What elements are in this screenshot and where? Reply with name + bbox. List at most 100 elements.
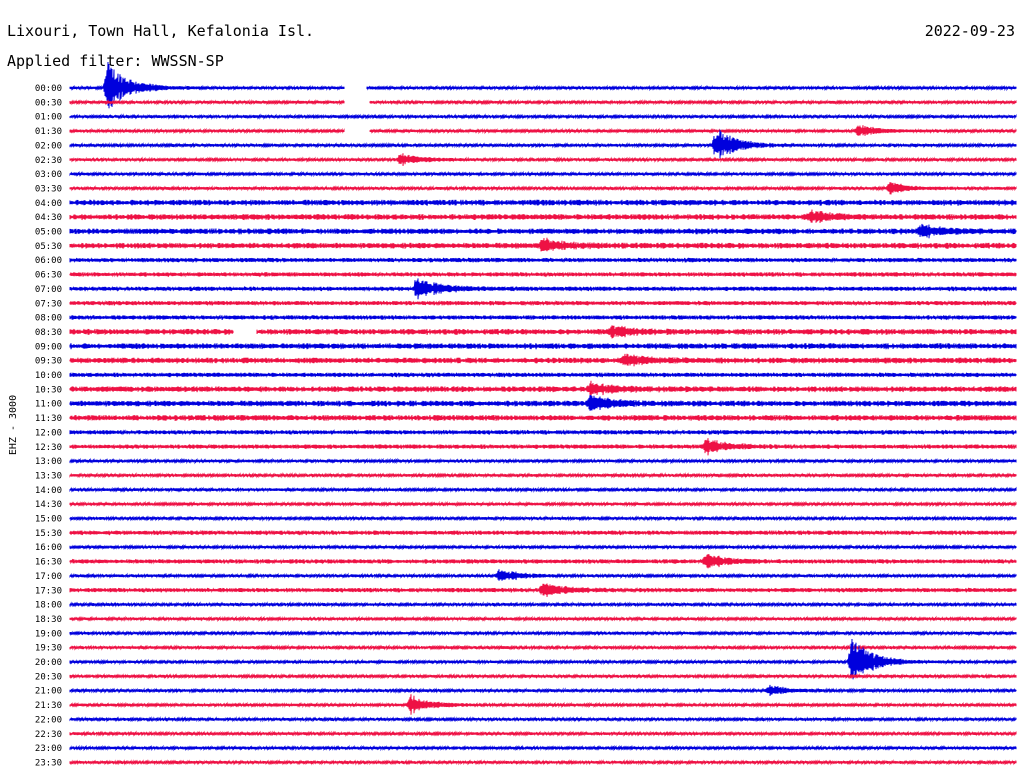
trace-row — [69, 153, 1017, 166]
trace-row — [69, 615, 1017, 623]
channel-axis-label: EHZ - 3000 — [8, 395, 19, 455]
trace-row — [69, 472, 1017, 479]
row-time-label: 08:00 — [35, 314, 62, 324]
trace-row — [69, 129, 1017, 160]
row-time-label: 18:30 — [35, 615, 62, 625]
trace-row — [69, 98, 1017, 106]
row-time-label: 05:00 — [35, 228, 62, 238]
row-time-label: 13:00 — [35, 457, 62, 467]
trace-row — [69, 638, 1017, 680]
row-time-label: 03:30 — [35, 184, 62, 194]
trace-row — [69, 744, 1017, 752]
row-time-label: 02:00 — [35, 141, 62, 151]
row-time-label: 04:00 — [35, 199, 62, 209]
trace-row — [69, 199, 1017, 206]
row-time-label: 12:30 — [35, 443, 62, 453]
row-time-label: 13:30 — [35, 471, 62, 481]
trace-row — [69, 716, 1017, 723]
row-time-label: 16:00 — [35, 543, 62, 553]
trace-row — [69, 629, 1017, 637]
row-time-label: 19:00 — [35, 629, 62, 639]
row-time-label: 14:00 — [35, 486, 62, 496]
row-time-label: 21:30 — [35, 701, 62, 711]
row-time-label: 02:30 — [35, 156, 62, 166]
trace-row — [69, 170, 1017, 178]
trace-row — [69, 325, 1017, 339]
row-time-label: 01:30 — [35, 127, 62, 137]
row-time-label: 09:30 — [35, 357, 62, 367]
trace-row — [69, 684, 1017, 696]
row-time-label: 06:00 — [35, 256, 62, 266]
trace-row — [69, 759, 1017, 766]
trace-row — [69, 429, 1017, 436]
row-time-label: 16:30 — [35, 558, 62, 568]
trace-row — [69, 353, 1017, 367]
trace-row — [69, 380, 1017, 397]
row-time-label: 20:30 — [35, 672, 62, 682]
trace-row — [69, 457, 1017, 465]
row-time-label: 05:30 — [35, 242, 62, 252]
trace-row — [69, 554, 1017, 569]
trace-row — [69, 61, 1017, 109]
row-time-labels: 00:00 00:30 01:00 01:30 02:00 02:30 03:00 03:30… — [35, 84, 62, 768]
trace-row — [69, 278, 1017, 300]
trace-row — [69, 314, 1017, 321]
trace-row — [69, 543, 1017, 551]
trace-row — [69, 601, 1017, 608]
row-time-label: 21:00 — [35, 687, 62, 697]
row-time-label: 00:00 — [35, 84, 62, 94]
trace-row — [69, 644, 1017, 651]
trace-row — [69, 438, 1017, 456]
row-time-label: 12:00 — [35, 428, 62, 438]
trace-row — [69, 300, 1017, 307]
row-time-label: 07:00 — [35, 285, 62, 295]
seismic-traces — [69, 61, 1017, 766]
row-time-label: 15:00 — [35, 515, 62, 525]
row-time-label: 17:30 — [35, 586, 62, 596]
trace-row — [69, 125, 1017, 136]
trace-row — [69, 583, 1017, 597]
row-time-label: 22:30 — [35, 730, 62, 740]
trace-row — [69, 569, 1017, 581]
trace-row — [69, 237, 1017, 252]
row-time-label: 20:00 — [35, 658, 62, 668]
row-time-label: 19:30 — [35, 644, 62, 654]
station-title: Lixouri, Town Hall, Kefalonia Isl. — [7, 22, 314, 40]
row-time-label: 23:00 — [35, 744, 62, 754]
trace-row — [69, 672, 1017, 680]
trace-row — [69, 395, 1017, 411]
trace-row — [69, 529, 1017, 536]
row-time-label: 10:30 — [35, 385, 62, 395]
row-time-label: 04:30 — [35, 213, 62, 223]
row-time-label: 10:00 — [35, 371, 62, 381]
row-time-label: 06:30 — [35, 271, 62, 281]
trace-row — [69, 182, 1017, 195]
trace-row — [69, 515, 1017, 522]
row-time-label: 18:00 — [35, 601, 62, 611]
trace-row — [69, 371, 1017, 378]
row-time-label: 23:30 — [35, 758, 62, 768]
trace-row — [69, 500, 1017, 508]
record-date: 2022-09-23 — [925, 22, 1015, 40]
filter-label: Applied filter: WWSSN-SP — [7, 52, 224, 70]
row-time-label: 14:30 — [35, 500, 62, 510]
row-time-label: 07:30 — [35, 299, 62, 309]
trace-row — [69, 343, 1017, 350]
trace-row — [69, 694, 1017, 715]
row-time-label: 11:00 — [35, 400, 62, 410]
trace-row — [69, 486, 1017, 494]
trace-row — [69, 113, 1017, 120]
trace-row — [69, 730, 1017, 737]
trace-row — [69, 223, 1017, 239]
row-time-label: 15:30 — [35, 529, 62, 539]
row-time-label: 08:30 — [35, 328, 62, 338]
row-time-label: 00:30 — [35, 98, 62, 108]
row-time-label: 22:00 — [35, 715, 62, 725]
trace-row — [69, 257, 1017, 264]
trace-row — [69, 414, 1017, 422]
row-time-label: 17:00 — [35, 572, 62, 582]
trace-row — [69, 271, 1017, 278]
row-time-label: 09:00 — [35, 342, 62, 352]
row-time-label: 01:00 — [35, 113, 62, 123]
